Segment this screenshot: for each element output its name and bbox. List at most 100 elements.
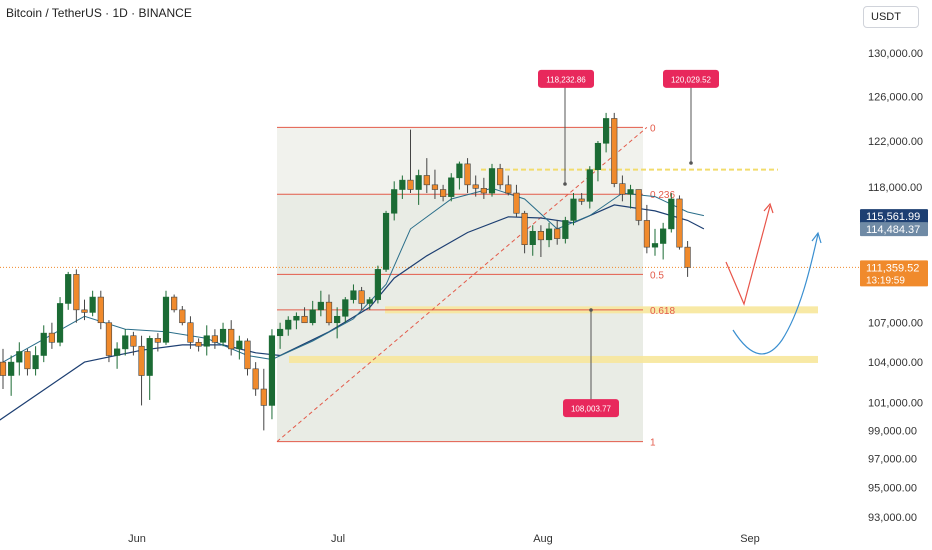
price-badge-countdown: 13:19:59 [866, 275, 905, 286]
callout-anchor [689, 161, 693, 165]
price-callout-text: 118,232.86 [546, 75, 586, 84]
candle-body [65, 274, 72, 304]
candle-body [56, 303, 64, 343]
candle-body [276, 328, 284, 337]
candle-body [684, 246, 691, 268]
candle-body [472, 184, 479, 189]
candle-body [448, 177, 455, 197]
candle-body [334, 315, 341, 324]
candle-body [537, 231, 544, 241]
candle-body [122, 335, 129, 350]
candle-body [219, 328, 227, 343]
price-badge-text: 114,484.37 [866, 224, 920, 236]
bear-arrow-head [763, 202, 774, 214]
candle-body [554, 228, 561, 239]
y-axis-tick-label: 107,000.00 [868, 318, 923, 330]
fib-level-label: 0.618 [650, 306, 675, 317]
candle-body [171, 296, 178, 311]
price-badge [860, 260, 928, 287]
candle-body [358, 290, 365, 304]
candle-body [89, 296, 96, 313]
candle-body [317, 301, 324, 311]
candle-body [391, 189, 398, 214]
candle-body [676, 198, 683, 248]
x-axis-tick-label: Sep [740, 533, 760, 545]
candle-body [24, 351, 31, 370]
y-axis-tick-label: 99,000.00 [868, 425, 917, 437]
candle-body [32, 355, 39, 370]
candle-body [431, 184, 439, 190]
fib-level-label: 1 [650, 438, 656, 449]
candle-body [586, 169, 593, 202]
candle-body [73, 274, 80, 311]
candle-body [439, 189, 447, 197]
candle-body [228, 328, 235, 350]
candle-body [505, 184, 512, 194]
candle-body [399, 179, 406, 190]
price-callout-box [538, 69, 594, 88]
fib-trend-line [276, 127, 648, 443]
candle-body [97, 296, 104, 324]
callout-anchor [563, 182, 567, 186]
candle-body [48, 332, 55, 343]
y-axis-tick-label: 104,000.00 [868, 357, 923, 369]
y-axis-tick-label: 95,000.00 [868, 483, 917, 495]
candle-body [627, 189, 634, 195]
ma-slow-line [0, 204, 705, 421]
candle-body [252, 368, 259, 390]
y-axis-tick-label: 130,000.00 [868, 48, 923, 60]
price-badge [860, 209, 928, 224]
candle-body [309, 309, 316, 324]
candle-body [643, 220, 650, 248]
ma-fast-line [2, 187, 705, 363]
fib-level-label: 0.5 [650, 270, 664, 281]
y-axis-tick-label: 122,000.00 [868, 136, 923, 148]
candle-body [260, 388, 267, 406]
candle-body [285, 319, 292, 330]
candle-body [464, 163, 471, 186]
candle-body [602, 118, 610, 144]
candle-body [16, 351, 23, 363]
candle-body [293, 315, 300, 321]
candle-body [660, 228, 667, 244]
chart-title: Bitcoin / TetherUS · 1D · BINANCE [6, 6, 192, 20]
candle-body [545, 228, 553, 241]
fib-level-label: 0 [650, 123, 656, 134]
price-badge-text: 115,561.99 [866, 211, 920, 223]
fib-level-label: 0.236 [650, 190, 675, 201]
candle-body [456, 163, 463, 179]
candle-body [40, 332, 47, 356]
candle-body [342, 299, 349, 317]
candle-body [146, 338, 153, 376]
currency-selector-button[interactable]: USDT [863, 6, 919, 28]
candle-body [114, 348, 121, 356]
candle-body [619, 183, 626, 195]
candle-body [513, 192, 520, 214]
candle-body [0, 361, 7, 376]
candle-body [325, 301, 333, 324]
bear-projection-arrow [725, 205, 771, 306]
candle-body [81, 309, 88, 313]
candle-body [130, 335, 137, 347]
candle-body [179, 309, 186, 324]
candle-body [407, 179, 414, 190]
candle-body [105, 322, 113, 356]
candle-body [423, 175, 430, 186]
candle-body [211, 335, 219, 343]
candle-body [488, 168, 496, 194]
candle-body [268, 335, 276, 406]
candle-body [154, 338, 161, 343]
candle-body [374, 269, 382, 300]
candle-body [244, 340, 251, 370]
candle-body [497, 168, 504, 186]
candle-body [366, 299, 373, 304]
candle-body [187, 322, 194, 343]
y-axis-tick-label: 93,000.00 [868, 512, 917, 524]
candle-body [203, 335, 210, 347]
candle-body [594, 142, 602, 170]
bull-arrow-head [811, 231, 822, 244]
candle-body [236, 340, 243, 350]
x-axis-tick-label: Jul [331, 533, 345, 545]
